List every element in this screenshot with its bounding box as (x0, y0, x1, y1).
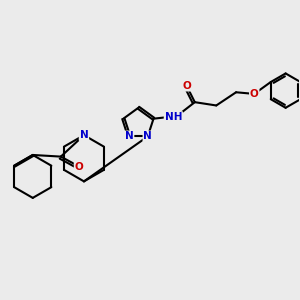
Text: O: O (250, 89, 259, 99)
Text: N: N (80, 130, 88, 140)
Text: O: O (75, 161, 83, 172)
Text: N: N (125, 131, 134, 141)
Text: NH: NH (165, 112, 182, 122)
Text: N: N (143, 131, 152, 141)
Text: O: O (182, 81, 191, 91)
